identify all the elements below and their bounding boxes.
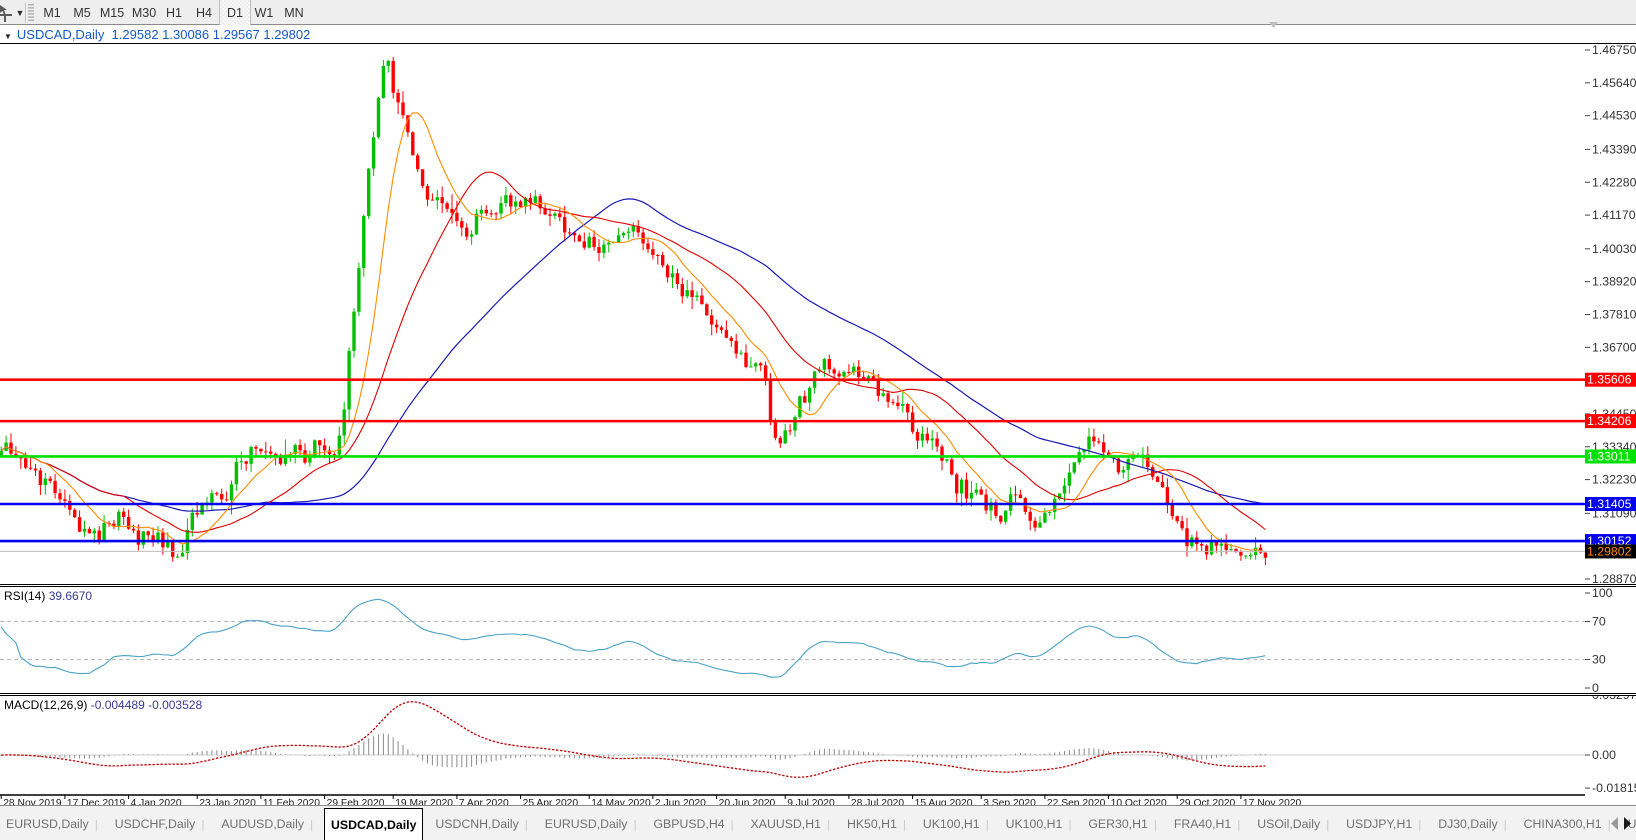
svg-text:1.43390: 1.43390 (1592, 142, 1636, 156)
svg-text:1.36700: 1.36700 (1592, 340, 1636, 354)
svg-text:1.32230: 1.32230 (1592, 473, 1636, 487)
svg-text:1.31405: 1.31405 (1587, 497, 1632, 511)
svg-text:1.38920: 1.38920 (1592, 275, 1636, 289)
svg-text:1.33011: 1.33011 (1587, 449, 1631, 463)
svg-text:1.28870: 1.28870 (1592, 572, 1636, 583)
svg-text:1.42280: 1.42280 (1592, 175, 1636, 189)
svg-text:0.00: 0.00 (1592, 748, 1616, 762)
svg-text:70: 70 (1592, 615, 1606, 629)
svg-text:1.37810: 1.37810 (1592, 308, 1636, 322)
svg-text:1.44530: 1.44530 (1592, 109, 1636, 123)
svg-text:1.45640: 1.45640 (1592, 76, 1636, 90)
svg-text:1.34206: 1.34206 (1587, 414, 1632, 428)
svg-text:1.41170: 1.41170 (1592, 208, 1636, 222)
svg-text:1.40030: 1.40030 (1592, 242, 1636, 256)
svg-text:100: 100 (1592, 587, 1613, 600)
svg-text:1.29802: 1.29802 (1587, 544, 1632, 558)
svg-text:-0.018154: -0.018154 (1592, 781, 1636, 795)
svg-text:1.46750: 1.46750 (1592, 44, 1636, 57)
svg-text:0.032972: 0.032972 (1592, 696, 1636, 702)
svg-text:1.35606: 1.35606 (1587, 373, 1632, 387)
svg-text:30: 30 (1592, 653, 1606, 667)
